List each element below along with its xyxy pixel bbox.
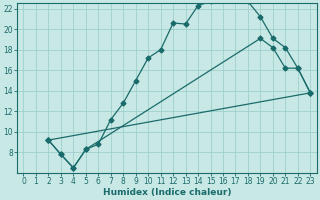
X-axis label: Humidex (Indice chaleur): Humidex (Indice chaleur) [103,188,231,197]
